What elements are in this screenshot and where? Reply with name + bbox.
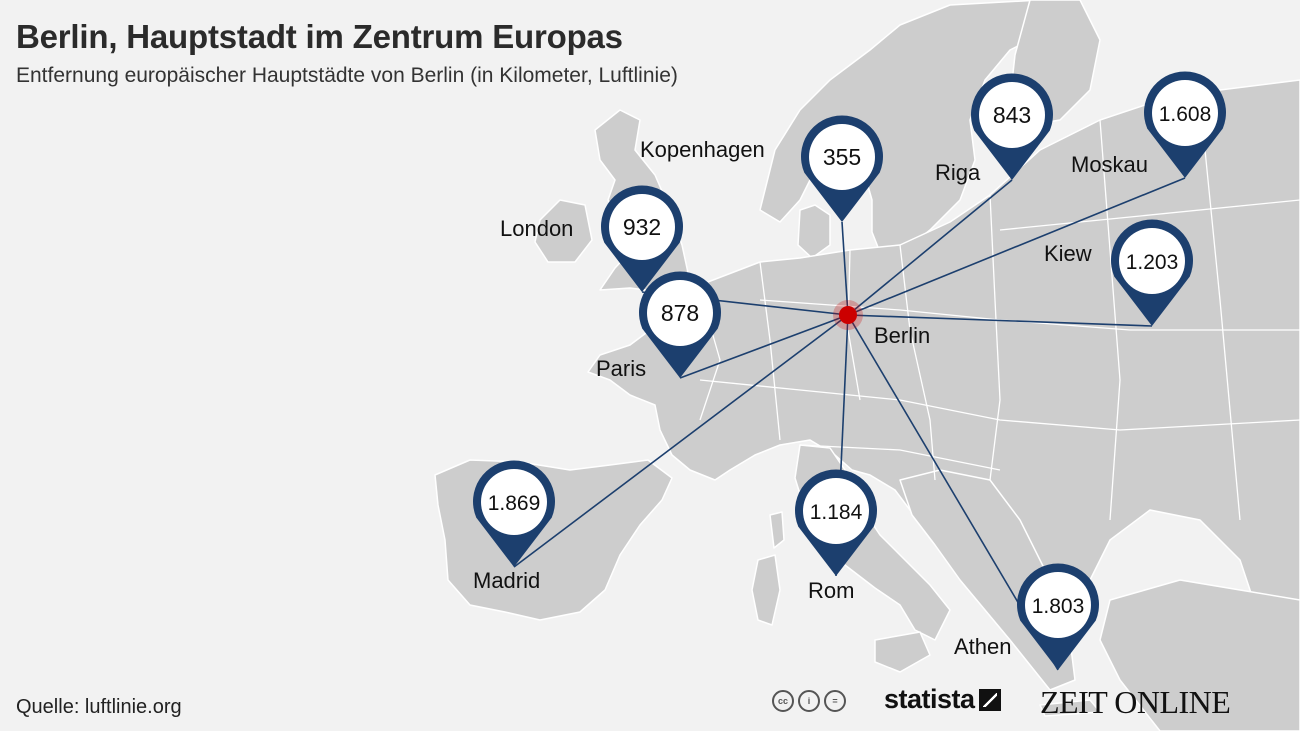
pin-paris: 878 — [639, 271, 721, 378]
distance-line-moskau — [847, 177, 1186, 316]
pin-face-kopenhagen — [809, 124, 875, 190]
berlin-dot — [839, 306, 857, 324]
nd-icon: = — [824, 690, 846, 712]
ireland-landmass — [534, 199, 593, 263]
pin-madrid: 1.869 — [472, 460, 555, 567]
city-label-london: London — [500, 216, 573, 241]
pin-face-london — [609, 194, 675, 260]
city-label-kiew: Kiew — [1044, 241, 1092, 266]
city-label-berlin: Berlin — [874, 323, 930, 348]
city-label-kopenhagen: Kopenhagen — [640, 137, 765, 162]
by-icon: i — [798, 690, 820, 712]
city-label-madrid: Madrid — [473, 568, 540, 593]
zeit-online-logo: ZEIT ONLINE — [1040, 684, 1231, 720]
pin-rom: 1.184 — [795, 469, 878, 576]
city-label-rom: Rom — [808, 578, 854, 603]
pin-kiew: 1.203 — [1111, 219, 1193, 326]
source-note: Quelle: luftlinie.org — [16, 696, 182, 718]
city-label-paris: Paris — [596, 356, 646, 381]
pin-riga: 843 — [970, 73, 1053, 180]
balkans-landmass — [899, 469, 1076, 691]
pin-london: 932 — [601, 185, 683, 292]
pin-face-madrid — [481, 469, 547, 535]
pin-moskau: 1.608 — [1144, 71, 1226, 178]
sicily-landmass — [874, 631, 931, 673]
city-label-moskau: Moskau — [1071, 152, 1148, 177]
pin-face-kiew — [1119, 228, 1185, 294]
distance-value-rom: 1.184 — [810, 501, 863, 524]
distance-value-moskau: 1.608 — [1159, 103, 1212, 126]
jutland-landmass — [797, 204, 831, 259]
crete-landmass — [1039, 699, 1101, 717]
anatolia-landmass — [1099, 579, 1300, 731]
page-subtitle: Entfernung europäischer Hauptstädte von … — [16, 64, 678, 87]
distance-value-riga: 843 — [993, 102, 1031, 128]
sardinia-landmass — [751, 554, 781, 626]
distance-line-kopenhagen — [841, 221, 849, 316]
pin-face-athen — [1025, 572, 1091, 638]
distance-line-riga — [847, 179, 1013, 316]
city-label-athen: Athen — [954, 634, 1012, 659]
city-labels: Kopenhagen Riga Moskau London Kiew Paris Madri… — [473, 137, 1148, 659]
pin-face-paris — [647, 280, 713, 346]
pin-face-moskau — [1152, 80, 1218, 146]
page-title: Berlin, Hauptstadt im Zentrum Europas — [16, 18, 623, 55]
statista-mark-icon — [978, 688, 1001, 711]
pin-athen: 1.803 — [1017, 563, 1099, 670]
distance-value-kopenhagen: 355 — [823, 144, 861, 170]
distance-line-paris — [679, 314, 849, 379]
distance-value-athen: 1.803 — [1032, 595, 1085, 618]
distance-value-kiew: 1.203 — [1126, 251, 1179, 274]
city-label-riga: Riga — [935, 160, 981, 185]
statista-logo: statista — [884, 684, 1001, 715]
berlin-marker — [833, 300, 863, 330]
distance-value-paris: 878 — [661, 300, 699, 326]
iberia-landmass — [434, 459, 673, 621]
distance-value-london: 932 — [623, 214, 661, 240]
distance-value-madrid: 1.869 — [488, 492, 541, 515]
cc-icon: cc — [772, 690, 794, 712]
corsica-landmass — [769, 511, 785, 549]
distance-line-kiew — [847, 314, 1153, 327]
pin-kopenhagen: 355 — [800, 115, 883, 222]
distance-line-madrid — [513, 314, 849, 568]
pin-face-rom — [803, 478, 869, 544]
license-icons: cc i = — [772, 690, 846, 712]
city-pins: 355 843 1.608 932 1.203 878 1.869 1.184 1.803 — [472, 71, 1226, 670]
pin-face-riga — [979, 82, 1045, 148]
